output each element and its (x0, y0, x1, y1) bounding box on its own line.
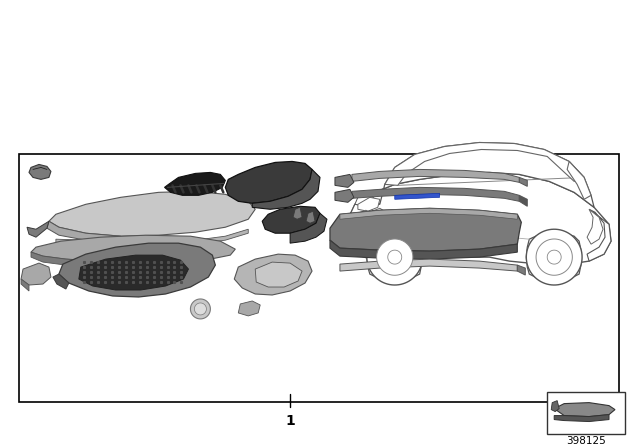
Polygon shape (357, 210, 372, 221)
Polygon shape (340, 208, 517, 219)
Polygon shape (293, 207, 302, 219)
Polygon shape (526, 229, 582, 285)
Polygon shape (370, 142, 594, 207)
Polygon shape (567, 161, 591, 199)
Polygon shape (56, 229, 248, 247)
Polygon shape (191, 299, 211, 319)
Polygon shape (49, 191, 255, 236)
Polygon shape (388, 250, 402, 264)
Polygon shape (262, 206, 320, 233)
Polygon shape (526, 231, 581, 281)
Polygon shape (238, 301, 260, 316)
Bar (19, 155, 619, 401)
Polygon shape (21, 279, 29, 291)
Polygon shape (367, 231, 422, 281)
Polygon shape (519, 195, 527, 206)
Polygon shape (31, 252, 96, 267)
Polygon shape (195, 303, 206, 315)
Polygon shape (21, 263, 51, 285)
Polygon shape (164, 172, 225, 195)
Polygon shape (517, 265, 525, 275)
Polygon shape (290, 213, 327, 243)
Polygon shape (340, 259, 517, 271)
Bar (547, 392, 625, 434)
Polygon shape (358, 197, 380, 211)
Polygon shape (352, 187, 519, 201)
Polygon shape (367, 229, 422, 285)
Polygon shape (376, 239, 413, 275)
Text: 1: 1 (285, 414, 295, 427)
Polygon shape (385, 142, 584, 185)
Polygon shape (252, 169, 320, 209)
Polygon shape (519, 177, 527, 186)
Polygon shape (554, 414, 609, 422)
Polygon shape (536, 239, 572, 275)
Polygon shape (335, 174, 354, 187)
Polygon shape (27, 221, 49, 237)
Polygon shape (345, 172, 611, 264)
Polygon shape (330, 208, 522, 251)
Polygon shape (79, 255, 188, 290)
Polygon shape (31, 235, 236, 262)
Polygon shape (306, 211, 315, 223)
Polygon shape (547, 250, 561, 264)
Polygon shape (352, 169, 519, 182)
Polygon shape (47, 221, 121, 243)
Polygon shape (395, 194, 440, 199)
Polygon shape (371, 208, 385, 219)
Polygon shape (554, 403, 615, 417)
Polygon shape (355, 194, 380, 206)
Polygon shape (335, 190, 354, 202)
Polygon shape (234, 254, 312, 295)
Polygon shape (587, 209, 603, 244)
Polygon shape (330, 240, 517, 259)
Polygon shape (53, 274, 69, 289)
Polygon shape (587, 209, 611, 261)
Polygon shape (225, 161, 312, 203)
Polygon shape (551, 401, 559, 412)
Polygon shape (345, 204, 375, 254)
Text: 398125: 398125 (566, 435, 606, 445)
Polygon shape (255, 262, 302, 287)
Polygon shape (59, 243, 215, 297)
Polygon shape (348, 247, 390, 262)
Polygon shape (29, 164, 51, 179)
